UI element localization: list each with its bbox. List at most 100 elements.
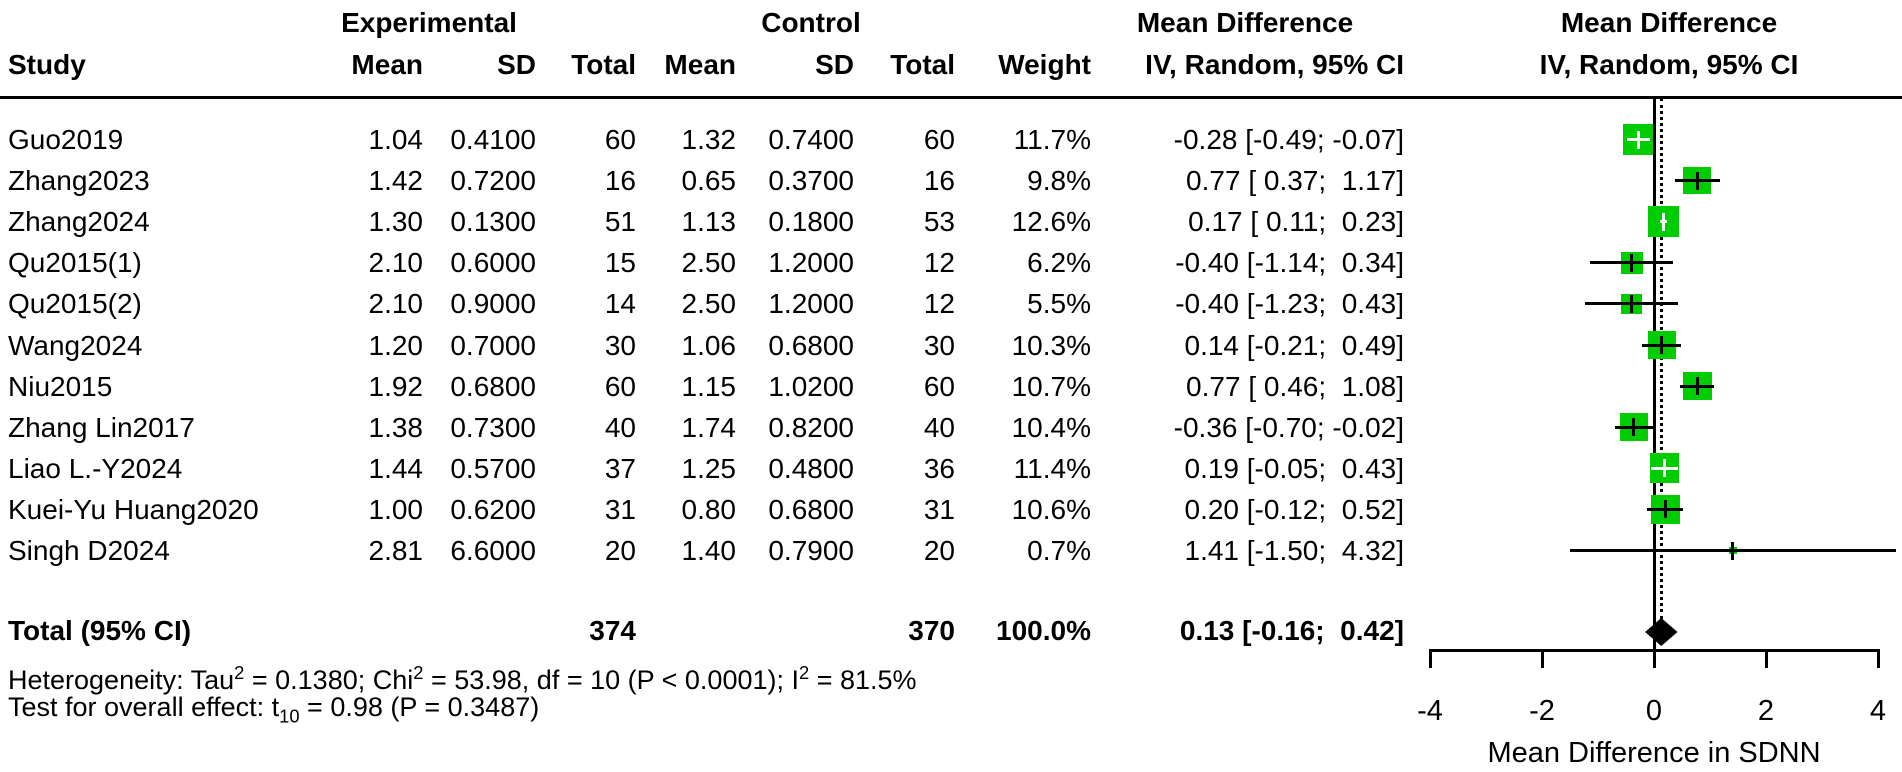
axis-tick-label: -4: [1417, 695, 1443, 727]
col-header-iv-random-text: IV, Random, 95% CI: [1145, 49, 1404, 80]
exp-sd-cell: 0.6800: [450, 371, 536, 402]
col-header-md-plot: Mean Difference: [1560, 7, 1778, 38]
weight-cell: 11.4%: [1013, 453, 1091, 484]
col-header-study: Study: [8, 49, 86, 80]
exp-mean-cell: 1.38: [368, 412, 424, 443]
study-row: Wang2024 1.20 0.7000 30 1.06 0.6800 30 10.3% 0.1…: [0, 325, 1902, 366]
col-header-ctrl-total: Total: [890, 49, 955, 80]
weight-cell: 11.7%: [1013, 124, 1091, 155]
study-row: Zhang2023 1.42 0.7200 16 0.65 0.3700 16 9.8% 0.7…: [0, 160, 1902, 201]
weight-cell: 6.2%: [1027, 247, 1091, 278]
ctrl-mean-cell: 1.15: [681, 371, 737, 402]
superscript: 2: [234, 662, 245, 683]
study-row: Guo2019 1.04 0.4100 60 1.32 0.7400 60 11.7% -0.2…: [0, 119, 1902, 160]
exp-total-cell: 60: [604, 124, 636, 155]
axis-tick: [1652, 649, 1656, 668]
md-ci-cell: 0.19 [-0.05; 0.43]: [1184, 453, 1405, 484]
study-label-cell: Guo2019: [8, 124, 124, 155]
point-estimate-tick: [1632, 418, 1636, 437]
study-row: Niu2015 1.92 0.6800 60 1.15 1.0200 60 10.7% 0.77…: [0, 366, 1902, 407]
ctrl-sd-cell: 0.7400: [768, 124, 854, 155]
ctrl-total-cell: 12: [923, 288, 955, 319]
subscript: 10: [279, 705, 300, 727]
exp-mean-cell: 1.92: [368, 371, 424, 402]
study-label-cell: Zhang2024: [8, 206, 150, 237]
zero-reference-line: [1652, 98, 1656, 650]
exp-mean-cell: 2.10: [368, 247, 424, 278]
ctrl-mean-cell: 0.65: [681, 165, 737, 196]
superscript: 2: [413, 662, 424, 683]
weight-cell: 10.3%: [1011, 330, 1091, 361]
weight-cell: 10.7%: [1011, 371, 1091, 402]
col-header-ctrl-mean: Mean: [664, 49, 736, 80]
study-row: Singh D2024 2.81 6.6000 20 1.40 0.7900 20 0.7% 1…: [0, 530, 1902, 571]
exp-sd-cell: 0.5700: [450, 453, 536, 484]
exp-mean-cell: 1.20: [368, 330, 424, 361]
ctrl-mean-cell: 1.06: [681, 330, 737, 361]
ctrl-mean-cell: 1.13: [681, 206, 737, 237]
study-label-cell: Niu2015: [8, 371, 113, 402]
col-header-ctrl-sd: SD: [815, 49, 854, 80]
exp-sd-cell: 0.6200: [450, 494, 536, 525]
col-header-control: Control: [761, 7, 861, 38]
col-header-experimental: Experimental: [341, 7, 517, 38]
md-ci-cell: 0.14 [-0.21; 0.49]: [1184, 330, 1405, 361]
point-estimate-tick: [1695, 171, 1699, 190]
md-ci-cell: 1.41 [-1.50; 4.32]: [1184, 535, 1405, 566]
text-segment: Test for overall effect: t: [8, 692, 280, 722]
ctrl-total-cell: 12: [923, 247, 955, 278]
ctrl-mean-cell: 1.25: [681, 453, 737, 484]
axis-tick-label: 4: [1869, 695, 1887, 727]
ctrl-total-cell: 53: [923, 206, 955, 237]
ctrl-total-cell: 30: [923, 330, 955, 361]
exp-sd-cell: 0.1300: [450, 206, 536, 237]
axis-tick-label: 2: [1757, 695, 1775, 727]
point-estimate-tick: [1662, 212, 1666, 231]
weight-cell: 10.4%: [1011, 412, 1091, 443]
ctrl-sd-cell: 0.4800: [768, 453, 854, 484]
ctrl-sd-cell: 0.6800: [768, 494, 854, 525]
axis-tick: [1876, 649, 1880, 668]
exp-mean-cell: 2.81: [368, 535, 424, 566]
exp-total-cell: 20: [604, 535, 636, 566]
text-segment: = 0.98 (P = 0.3487): [299, 692, 540, 722]
superscript: 2: [799, 662, 810, 683]
ctrl-total-cell: 31: [923, 494, 955, 525]
ctrl-total-cell: 60: [923, 371, 955, 402]
text-segment: Heterogeneity: Tau: [8, 665, 235, 695]
study-label-cell: Kuei-Yu Huang2020: [8, 494, 259, 525]
exp-mean-cell: 1.04: [368, 124, 424, 155]
axis-tick: [1428, 649, 1432, 668]
study-row: Zhang Lin2017 1.38 0.7300 40 1.74 0.8200 40 10.…: [0, 407, 1902, 448]
axis-tick: [1764, 649, 1768, 668]
exp-sd-cell: 0.7000: [450, 330, 536, 361]
exp-sd-cell: 0.9000: [450, 288, 536, 319]
text-segment: = 53.98, df = 10 (P < 0.0001); I: [423, 665, 799, 695]
col-header-exp-mean: Mean: [351, 49, 423, 80]
exp-sd-cell: 0.6000: [450, 247, 536, 278]
col-header-md-text: Mean Difference: [1136, 7, 1354, 38]
md-ci-cell: 0.77 [ 0.46; 1.08]: [1186, 371, 1404, 402]
md-ci-cell: 0.20 [-0.12; 0.52]: [1184, 494, 1405, 525]
x-axis-label: Mean Difference in SDNN: [1487, 737, 1821, 769]
exp-sd-cell: 6.6000: [450, 535, 536, 566]
study-row: Zhang2024 1.30 0.1300 51 1.13 0.1800 53 12.6% 0.…: [0, 201, 1902, 242]
point-estimate-tick: [1636, 130, 1640, 149]
text-segment: = 0.1380; Chi: [244, 665, 414, 695]
study-label-cell: Zhang Lin2017: [8, 412, 195, 443]
header-line-2: Study Mean SD Total Mean SD Total Weight…: [0, 46, 1902, 84]
ctrl-mean-cell: 1.32: [681, 124, 737, 155]
header-divider-rule: [0, 96, 1902, 99]
study-label-cell: Zhang2023: [8, 165, 150, 196]
study-label-cell: Qu2015(2): [8, 288, 142, 319]
ctrl-total-cell: 36: [923, 453, 955, 484]
weight-cell: 9.8%: [1027, 165, 1091, 196]
total-weight: 100.0%: [996, 615, 1091, 646]
total-ctrl-total: 370: [908, 615, 955, 646]
point-estimate-tick: [1695, 377, 1699, 396]
col-header-iv-random-plot: IV, Random, 95% CI: [1539, 49, 1799, 80]
exp-total-cell: 30: [604, 330, 636, 361]
exp-sd-cell: 0.7300: [450, 412, 536, 443]
ctrl-total-cell: 20: [923, 535, 955, 566]
